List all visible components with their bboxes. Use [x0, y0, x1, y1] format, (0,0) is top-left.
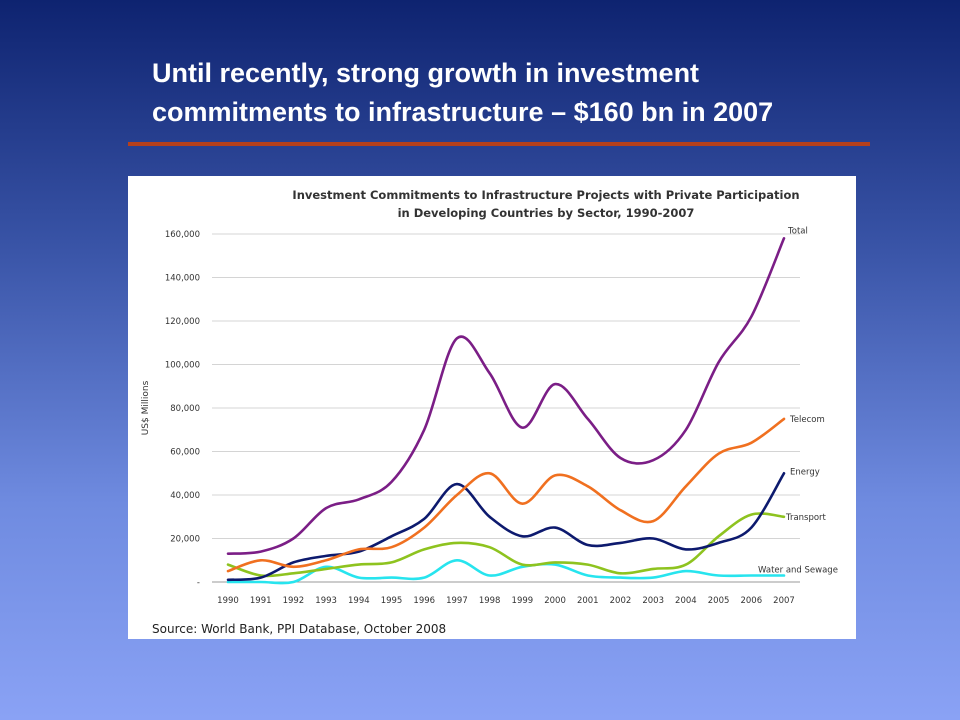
x-tick-label-1999: 1999: [512, 596, 534, 606]
line-chart: Investment Commitments to Infrastructure…: [141, 188, 838, 636]
x-tick-label-1998: 1998: [479, 596, 501, 606]
x-tick-label-2007: 2007: [773, 596, 795, 606]
series-line-transport: [226, 512, 786, 578]
x-axis-ticks: 1990 1991 1992 1993 1994 1995 1996 1997 1998 1999…: [217, 596, 795, 606]
y-tick-label-100000: 100,000: [165, 361, 200, 371]
series-label-transport: Transport: [785, 513, 827, 523]
slide-title-line-2: commitments to infrastructure – $160 bn …: [152, 97, 774, 127]
x-tick-label-1993: 1993: [315, 596, 337, 606]
x-tick-label-1992: 1992: [283, 596, 305, 606]
slide-title-line-1: Until recently, strong growth in investm…: [152, 58, 700, 88]
series-lines: [226, 237, 786, 585]
x-tick-label-2003: 2003: [642, 596, 664, 606]
series-line-total: [226, 237, 786, 555]
x-tick-label-2002: 2002: [610, 596, 632, 606]
x-tick-label-2005: 2005: [708, 596, 730, 606]
y-tick-label-40000: 40,000: [170, 491, 200, 501]
x-tick-label-1995: 1995: [381, 596, 403, 606]
x-tick-label-2004: 2004: [675, 596, 697, 606]
y-tick-label-120000: 120,000: [165, 317, 200, 327]
x-tick-label-2000: 2000: [544, 596, 566, 606]
slide-title: Until recently, strong growth in investm…: [152, 54, 912, 132]
chart-source: Source: World Bank, PPI Database, Octobe…: [152, 622, 446, 636]
series-line-water-and-sewage: [226, 558, 786, 585]
x-tick-label-1997: 1997: [446, 596, 468, 606]
series-line-energy: [226, 472, 786, 582]
series-label-telecom: Telecom: [789, 415, 825, 425]
x-tick-label-1991: 1991: [250, 596, 272, 606]
series-label-water-and-sewage: Water and Sewage: [758, 565, 838, 575]
chart-title-line-1: Investment Commitments to Infrastructure…: [292, 188, 799, 202]
series-line-telecom: [226, 417, 786, 573]
y-tick-label-20000: 20,000: [170, 535, 200, 545]
series-label-total: Total: [787, 226, 808, 236]
y-tick-label-160000: 160,000: [165, 230, 200, 240]
y-axis-ticks: - 20,000 40,000 60,000 80,000 100,000 120,000 1…: [165, 230, 200, 588]
chart-panel: Investment Commitments to Infrastructure…: [128, 176, 856, 639]
x-tick-label-1994: 1994: [348, 596, 370, 606]
y-tick-label-0: -: [197, 578, 200, 588]
x-tick-label-1990: 1990: [217, 596, 239, 606]
series-label-energy: Energy: [790, 467, 820, 477]
y-axis-label: US$ Millions: [141, 380, 151, 435]
x-tick-label-2001: 2001: [577, 596, 599, 606]
series-labels: Total Telecom Energy Transport Water and Sew…: [758, 226, 838, 575]
x-tick-label-2006: 2006: [740, 596, 762, 606]
y-tick-label-140000: 140,000: [165, 274, 200, 284]
chart-title-line-2: in Developing Countries by Sector, 1990-…: [398, 206, 695, 220]
y-tick-label-60000: 60,000: [170, 448, 200, 458]
x-tick-label-1996: 1996: [413, 596, 435, 606]
title-divider: [128, 142, 870, 146]
y-tick-label-80000: 80,000: [170, 404, 200, 414]
